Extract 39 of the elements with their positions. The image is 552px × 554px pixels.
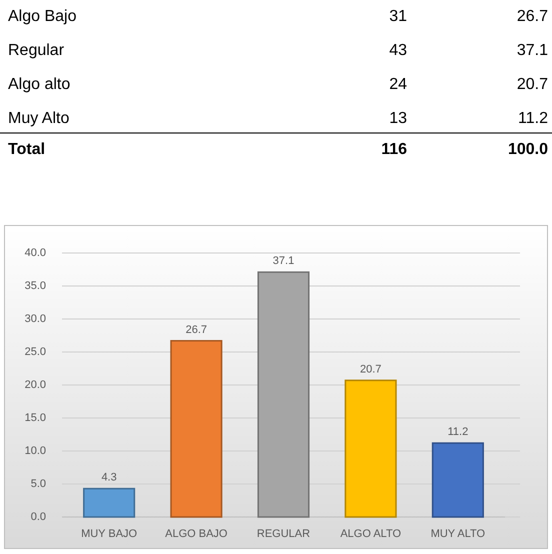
y-tick-label: 0.0 <box>30 510 46 523</box>
x-tick-label: ALGO ALTO <box>340 528 402 540</box>
text: 20.7 <box>516 76 548 94</box>
y-tick-label: 5.0 <box>30 478 46 490</box>
x-tick-label: MUY ALTO <box>430 528 486 540</box>
bar <box>170 340 222 518</box>
y-tick-label: 10.0 <box>24 444 46 457</box>
data-label: 20.7 <box>360 363 382 376</box>
text: Regular <box>8 42 65 60</box>
text: 43 <box>389 42 408 60</box>
data-label: 4.3 <box>101 472 117 484</box>
text: 31 <box>389 8 408 26</box>
bar <box>344 380 397 518</box>
data-label: 37.1 <box>272 255 294 268</box>
text: Algo Bajo <box>8 8 77 26</box>
y-tick-label: 40.0 <box>24 246 46 259</box>
text: 13 <box>389 110 408 128</box>
bar <box>257 271 310 518</box>
text: Muy Alto <box>8 110 70 128</box>
text: 116 <box>381 141 408 158</box>
y-tick-label: 15.0 <box>24 412 46 424</box>
text: 24 <box>389 76 408 94</box>
y-tick-label: 20.0 <box>24 378 46 391</box>
data-label: 11.2 <box>448 426 468 438</box>
x-tick-label: MUY BAJO <box>81 528 138 540</box>
x-tick-label: ALGO BAJO <box>165 528 228 540</box>
bar <box>83 488 136 518</box>
text: 100.0 <box>508 141 548 158</box>
y-tick-label: 30.0 <box>24 312 46 325</box>
text: 11.2 <box>518 110 548 128</box>
text: Total <box>8 141 46 158</box>
text: 37.1 <box>516 42 548 60</box>
text: 26.7 <box>516 8 548 26</box>
y-tick-label: 25.0 <box>24 346 46 358</box>
data-label: 26.7 <box>186 324 208 336</box>
x-tick-label: REGULAR <box>256 528 310 540</box>
text: Algo alto <box>8 76 70 94</box>
bar <box>432 442 484 518</box>
y-tick-label: 35.0 <box>24 280 46 292</box>
